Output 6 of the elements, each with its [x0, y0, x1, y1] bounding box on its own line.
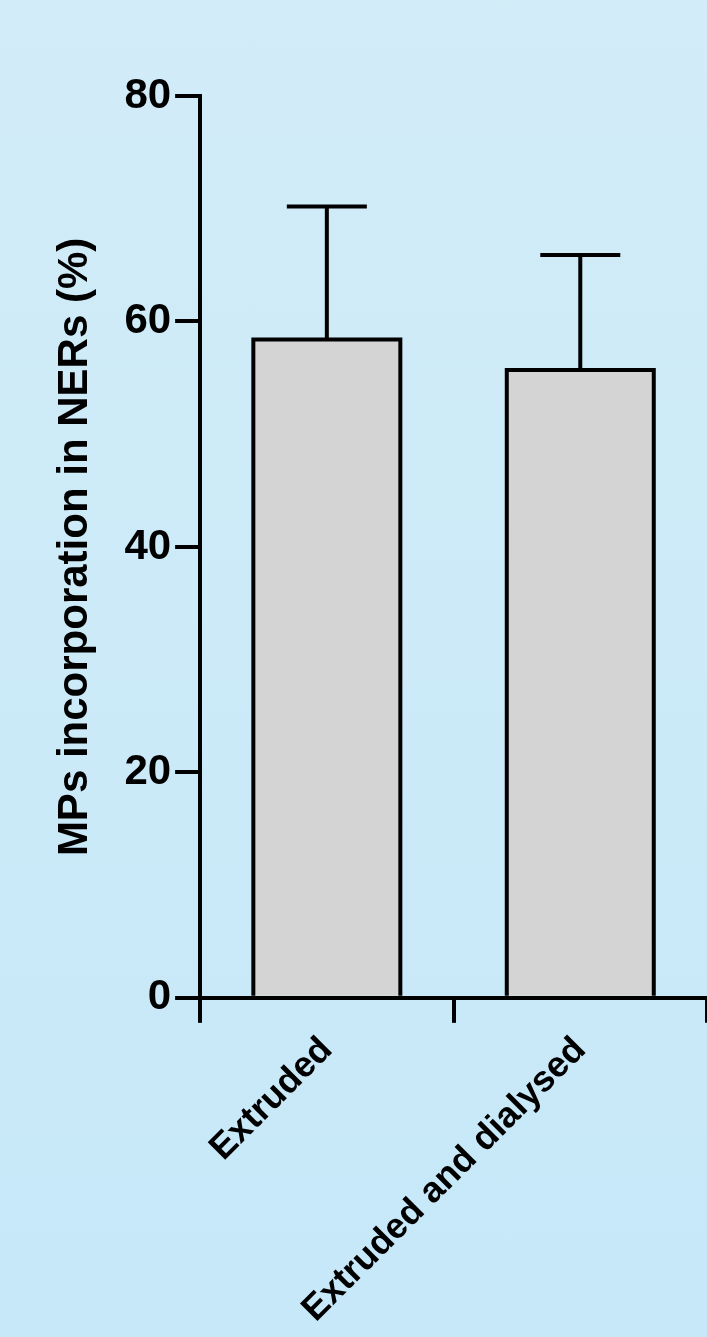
y-tick-label: 60: [124, 295, 172, 343]
y-axis-title: MPs incorporation in NERs (%): [48, 237, 96, 857]
y-tick-label: 0: [147, 971, 172, 1019]
y-tick-label: 20: [124, 745, 172, 793]
y-tick-label: 40: [124, 520, 172, 568]
y-tick-label: 80: [124, 69, 172, 117]
